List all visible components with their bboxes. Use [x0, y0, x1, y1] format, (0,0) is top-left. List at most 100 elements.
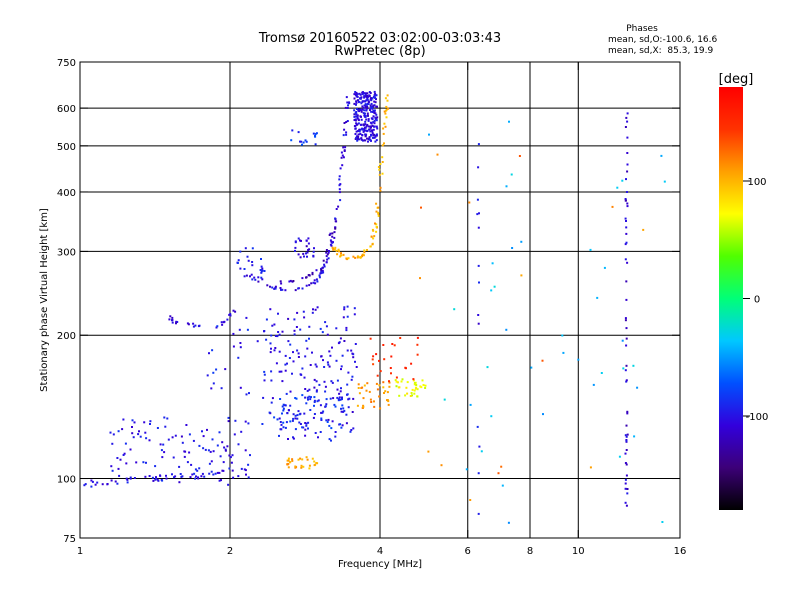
data-point: [312, 416, 315, 419]
data-point: [305, 245, 308, 248]
data-point: [328, 250, 330, 252]
data-point: [373, 405, 376, 408]
data-point: [363, 114, 366, 117]
data-point: [231, 454, 234, 457]
data-point: [341, 424, 344, 427]
data-point: [355, 101, 358, 104]
data-point: [319, 272, 322, 275]
data-point: [330, 380, 333, 383]
data-point: [390, 355, 393, 358]
data-point: [341, 354, 344, 357]
data-point: [331, 241, 334, 244]
data-point: [373, 133, 375, 136]
data-point: [297, 352, 300, 355]
data-point: [326, 333, 329, 336]
data-point: [345, 96, 348, 99]
data-point: [237, 443, 240, 446]
data-point: [243, 275, 246, 278]
data-point: [302, 426, 305, 429]
data-point: [214, 472, 217, 475]
data-point: [305, 422, 308, 425]
data-point: [611, 205, 614, 208]
data-point: [271, 324, 274, 327]
data-point: [477, 143, 480, 146]
data-point: [301, 277, 304, 280]
data-point: [249, 454, 251, 457]
data-point: [379, 370, 382, 373]
data-point: [541, 359, 544, 362]
data-point: [362, 254, 365, 257]
data-point: [352, 397, 355, 400]
data-point: [356, 404, 359, 407]
data-point: [625, 241, 628, 244]
data-point: [280, 423, 283, 426]
data-point: [263, 370, 266, 373]
data-point: [624, 478, 627, 481]
data-point: [278, 434, 280, 437]
data-point: [311, 457, 314, 460]
data-point: [372, 115, 375, 118]
data-point: [624, 482, 627, 485]
data-point: [285, 392, 288, 395]
data-point: [353, 93, 356, 96]
data-point: [237, 475, 240, 478]
data-point: [374, 94, 377, 97]
data-point: [291, 459, 294, 462]
data-point: [296, 417, 299, 420]
data-point: [324, 321, 327, 324]
data-point: [340, 151, 343, 154]
data-point: [337, 205, 340, 208]
data-point: [368, 136, 371, 139]
data-point: [367, 118, 370, 121]
data-point: [229, 314, 232, 317]
data-point: [216, 471, 219, 474]
data-point: [202, 435, 205, 438]
data-point: [465, 468, 468, 471]
data-point: [388, 385, 391, 388]
data-point: [322, 359, 324, 362]
data-point: [364, 135, 367, 138]
data-point: [642, 228, 645, 231]
data-point: [331, 232, 334, 235]
data-point: [270, 379, 273, 382]
data-point: [286, 412, 289, 414]
data-point: [372, 128, 375, 131]
data-point: [106, 483, 109, 486]
data-point: [155, 476, 157, 479]
data-point: [302, 310, 305, 313]
data-point: [357, 255, 360, 258]
data-point: [94, 483, 97, 486]
data-point: [174, 434, 177, 437]
data-point: [388, 380, 390, 383]
data-point: [342, 407, 345, 410]
data-point: [361, 108, 364, 111]
data-point: [371, 228, 374, 231]
data-point: [625, 178, 627, 181]
data-point: [200, 475, 203, 478]
data-point: [350, 349, 353, 352]
data-point: [357, 122, 360, 125]
data-point: [320, 272, 323, 274]
data-point: [239, 267, 242, 270]
data-point: [305, 252, 307, 255]
data-point: [600, 372, 603, 374]
data-point: [347, 398, 350, 401]
data-point: [362, 405, 365, 408]
data-point: [375, 210, 378, 213]
data-point: [379, 186, 382, 189]
data-point: [342, 316, 345, 319]
data-point: [325, 249, 328, 251]
data-point: [343, 122, 346, 124]
data-point: [304, 396, 307, 399]
data-point: [360, 96, 363, 99]
data-point: [276, 335, 279, 338]
data-point: [624, 487, 627, 490]
data-point: [279, 280, 282, 283]
data-point: [347, 257, 350, 260]
data-point: [366, 107, 369, 110]
data-point: [377, 206, 380, 209]
data-point: [309, 364, 312, 366]
data-point: [440, 464, 443, 467]
data-point: [334, 227, 337, 230]
